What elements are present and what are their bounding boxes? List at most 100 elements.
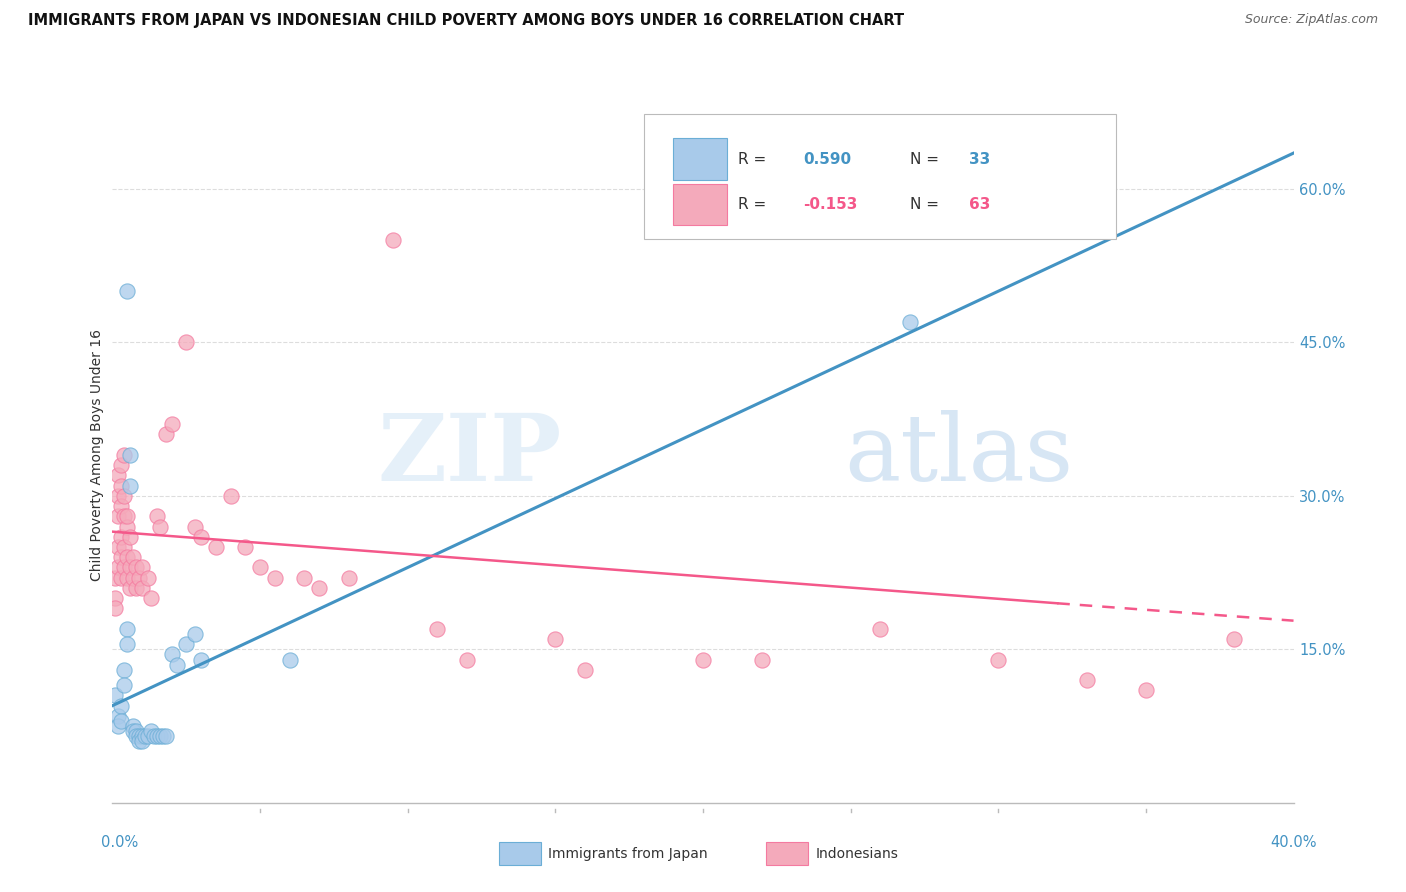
Point bbox=[155, 729, 177, 743]
Point bbox=[112, 678, 135, 692]
Point bbox=[125, 581, 148, 595]
Point bbox=[987, 652, 1010, 666]
Point bbox=[104, 601, 127, 615]
Point bbox=[122, 571, 145, 585]
Point bbox=[122, 719, 145, 733]
Point bbox=[426, 622, 449, 636]
Point bbox=[166, 657, 188, 672]
Point bbox=[122, 724, 145, 739]
Point bbox=[107, 708, 129, 723]
Point bbox=[110, 478, 132, 492]
Point bbox=[898, 315, 921, 329]
Text: IMMIGRANTS FROM JAPAN VS INDONESIAN CHILD POVERTY AMONG BOYS UNDER 16 CORRELATIO: IMMIGRANTS FROM JAPAN VS INDONESIAN CHIL… bbox=[28, 13, 904, 29]
Point bbox=[117, 519, 138, 533]
FancyBboxPatch shape bbox=[673, 184, 727, 226]
Point bbox=[120, 560, 142, 574]
Point bbox=[117, 637, 138, 651]
Point bbox=[120, 448, 142, 462]
Point bbox=[134, 729, 156, 743]
Point bbox=[107, 468, 129, 483]
Text: 0.0%: 0.0% bbox=[101, 836, 138, 850]
Point bbox=[160, 417, 183, 432]
Point bbox=[107, 489, 129, 503]
Text: 0.590: 0.590 bbox=[803, 152, 852, 167]
Point bbox=[574, 663, 596, 677]
Point bbox=[456, 652, 478, 666]
Point bbox=[107, 540, 129, 554]
Point bbox=[110, 571, 132, 585]
Point bbox=[278, 652, 301, 666]
Point bbox=[292, 571, 315, 585]
Point bbox=[146, 729, 169, 743]
Point bbox=[205, 540, 228, 554]
Point bbox=[152, 729, 174, 743]
Point bbox=[149, 519, 172, 533]
Point bbox=[122, 550, 145, 565]
Point bbox=[692, 652, 714, 666]
Point bbox=[125, 724, 148, 739]
Point bbox=[117, 284, 138, 298]
Point bbox=[131, 734, 153, 748]
Point bbox=[117, 550, 138, 565]
Point bbox=[190, 652, 212, 666]
Text: ZIP: ZIP bbox=[377, 410, 561, 500]
Point bbox=[125, 560, 148, 574]
Point bbox=[117, 622, 138, 636]
Point bbox=[337, 571, 360, 585]
Point bbox=[128, 729, 150, 743]
Point bbox=[249, 560, 271, 574]
Point bbox=[131, 581, 153, 595]
Point bbox=[136, 729, 159, 743]
Point bbox=[160, 648, 183, 662]
Point bbox=[110, 550, 132, 565]
Point bbox=[544, 632, 567, 646]
Text: 63: 63 bbox=[969, 197, 990, 212]
Point bbox=[139, 724, 162, 739]
Point bbox=[112, 560, 135, 574]
Point bbox=[751, 652, 773, 666]
Point bbox=[219, 489, 242, 503]
Point bbox=[174, 335, 197, 350]
Point bbox=[110, 458, 132, 472]
Point bbox=[1076, 673, 1098, 687]
Point bbox=[112, 448, 135, 462]
FancyBboxPatch shape bbox=[644, 114, 1116, 239]
Point bbox=[131, 729, 153, 743]
Point bbox=[112, 509, 135, 524]
Point bbox=[104, 689, 127, 703]
Point bbox=[104, 571, 127, 585]
Text: -0.153: -0.153 bbox=[803, 197, 858, 212]
Text: Immigrants from Japan: Immigrants from Japan bbox=[548, 847, 709, 861]
Point bbox=[146, 509, 169, 524]
Y-axis label: Child Poverty Among Boys Under 16: Child Poverty Among Boys Under 16 bbox=[90, 329, 104, 581]
Text: N =: N = bbox=[910, 197, 943, 212]
Text: 33: 33 bbox=[969, 152, 990, 167]
Point bbox=[139, 591, 162, 606]
Point bbox=[107, 719, 129, 733]
Point bbox=[142, 729, 165, 743]
Point bbox=[120, 478, 142, 492]
Point bbox=[382, 233, 405, 247]
Point bbox=[112, 540, 135, 554]
Point bbox=[174, 637, 197, 651]
Point bbox=[120, 581, 142, 595]
Text: atlas: atlas bbox=[845, 410, 1074, 500]
Point bbox=[1135, 683, 1157, 698]
Point bbox=[125, 729, 148, 743]
Point bbox=[869, 622, 891, 636]
Point bbox=[110, 530, 132, 544]
Point bbox=[112, 663, 135, 677]
Text: R =: R = bbox=[738, 152, 772, 167]
Point bbox=[1223, 632, 1246, 646]
Point bbox=[131, 560, 153, 574]
Point bbox=[128, 734, 150, 748]
Point bbox=[264, 571, 287, 585]
Point bbox=[104, 591, 127, 606]
Point bbox=[128, 571, 150, 585]
Point bbox=[190, 530, 212, 544]
Point bbox=[117, 509, 138, 524]
Point bbox=[308, 581, 330, 595]
Point bbox=[117, 571, 138, 585]
Text: 40.0%: 40.0% bbox=[1270, 836, 1317, 850]
Point bbox=[110, 714, 132, 728]
